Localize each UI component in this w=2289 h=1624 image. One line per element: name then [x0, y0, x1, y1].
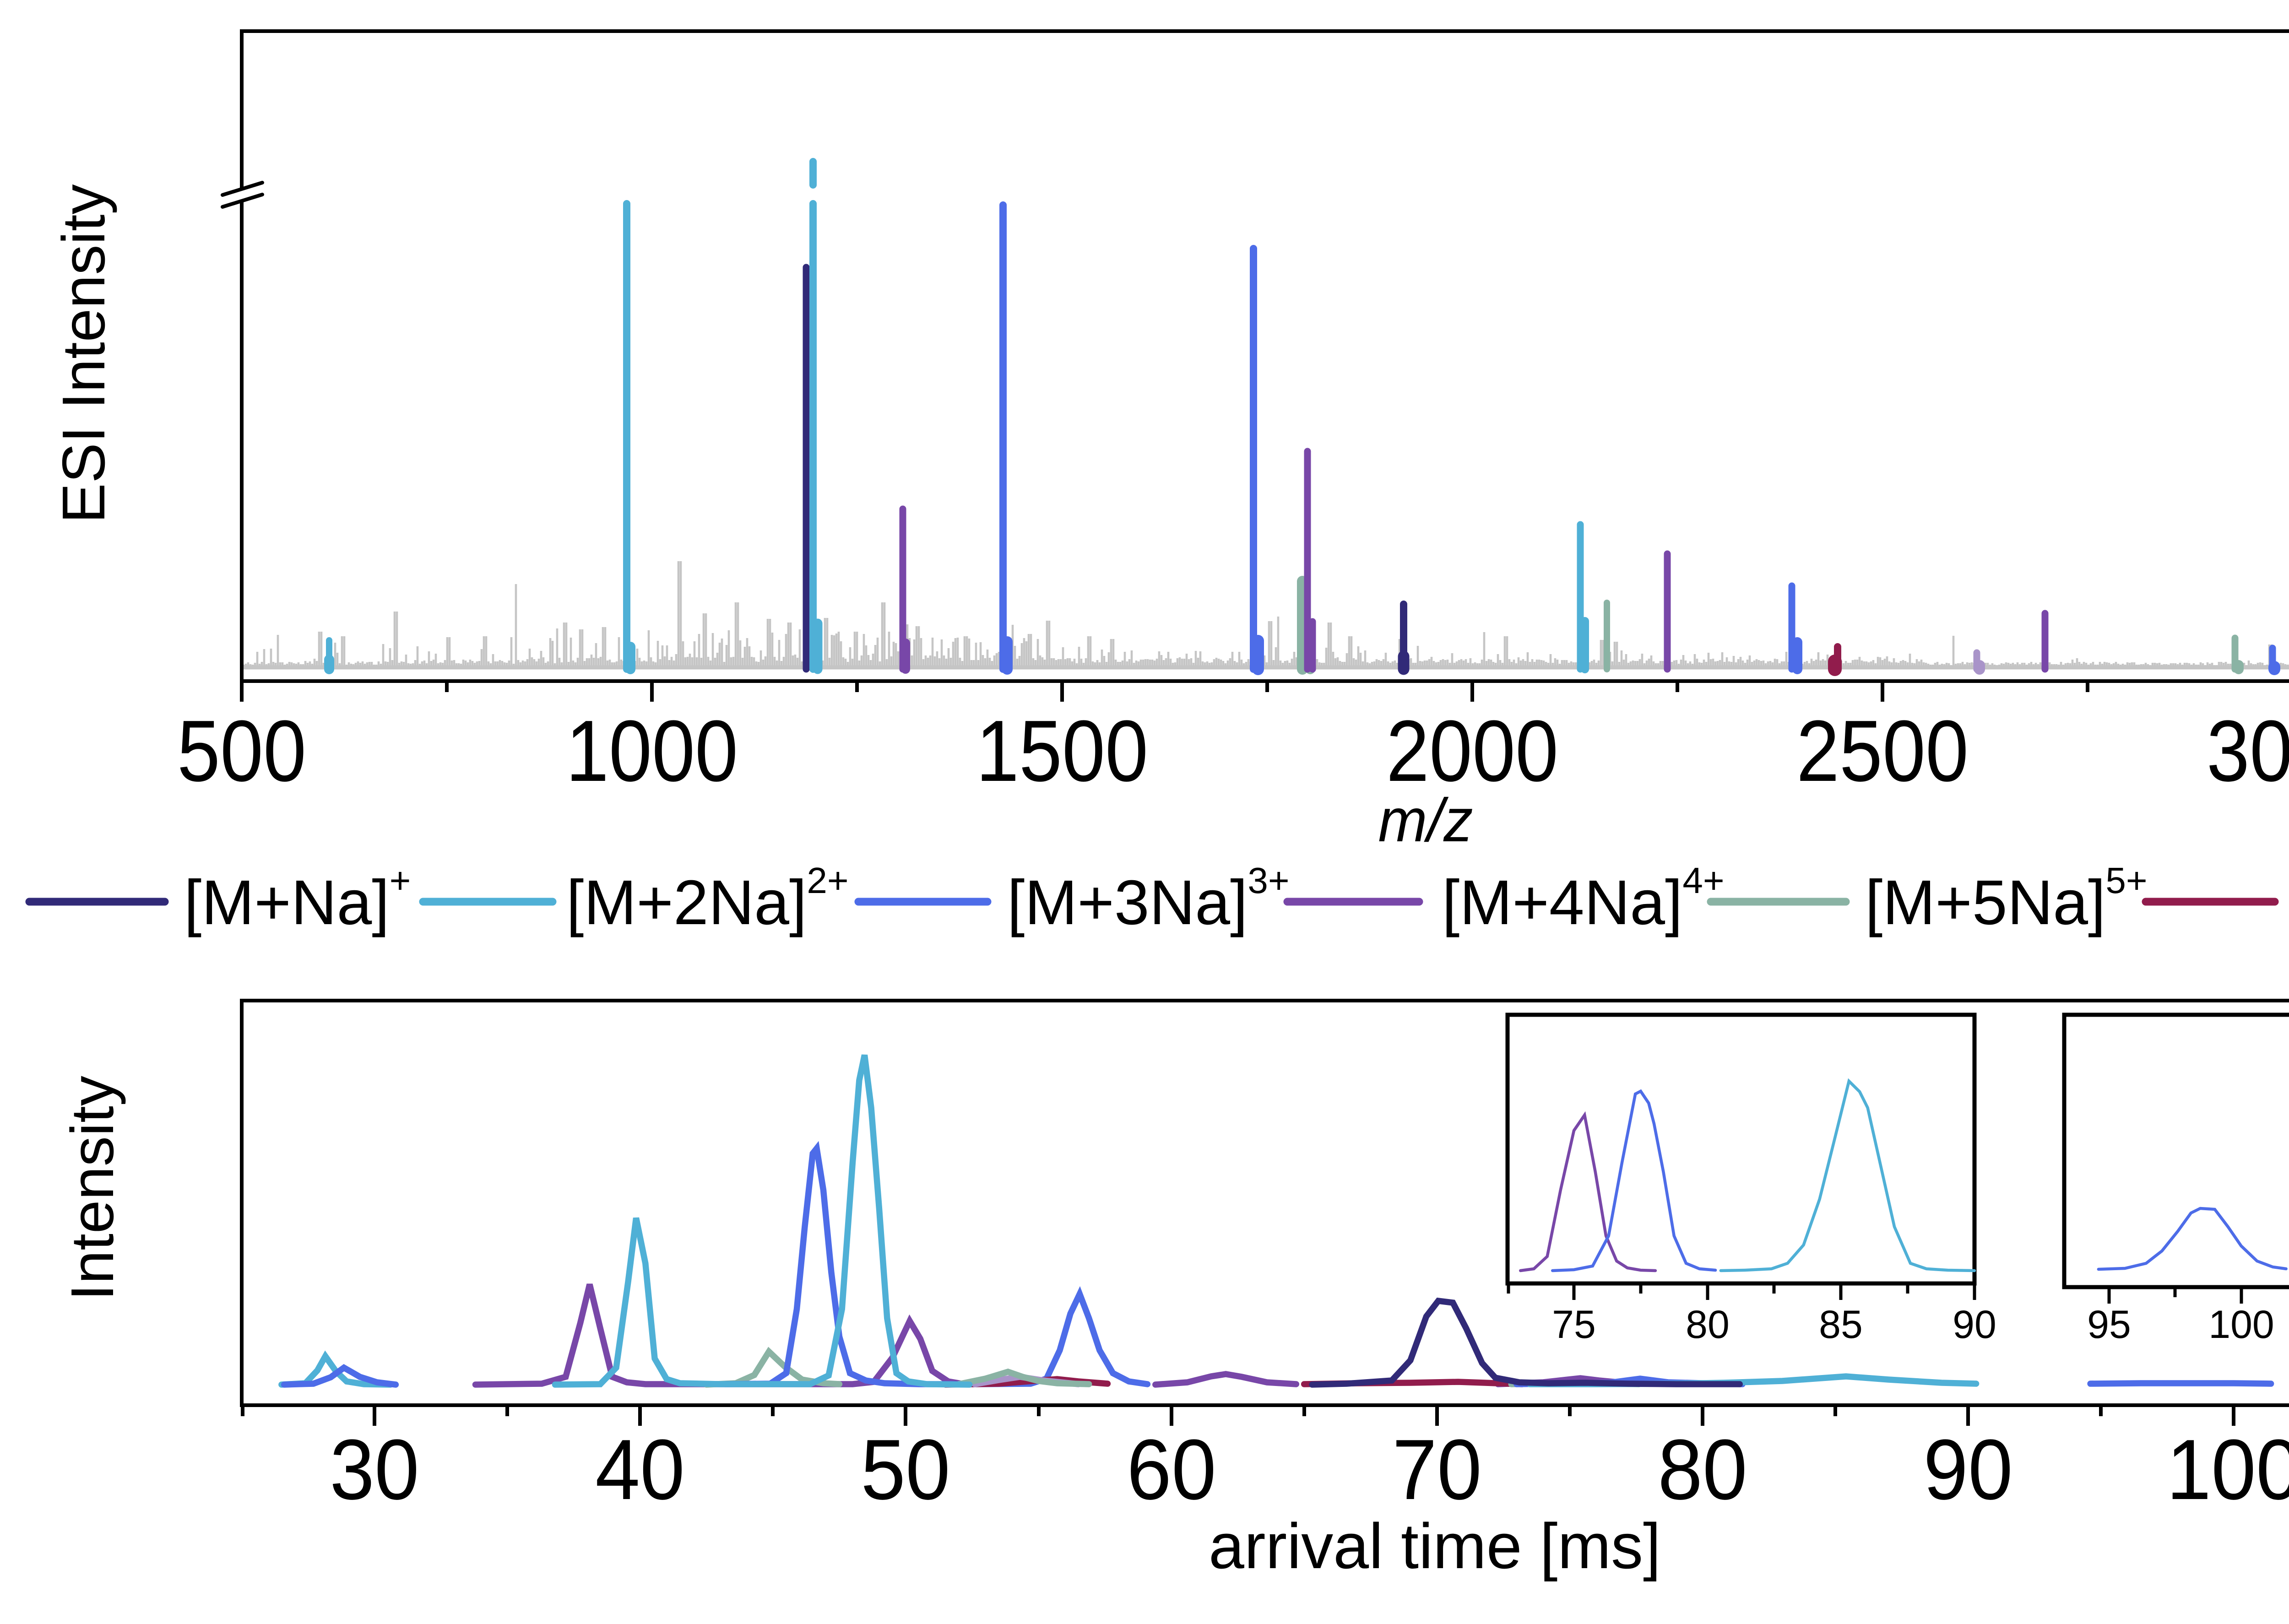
svg-text:80: 80 [1686, 1303, 1730, 1347]
svg-text:90: 90 [1923, 1422, 2013, 1517]
svg-text:1000: 1000 [566, 703, 738, 800]
svg-text:100: 100 [2208, 1303, 2274, 1347]
svg-text:m/z: m/z [1378, 786, 1473, 855]
svg-text:[M+3Na]3+: [M+3Na]3+ [1007, 860, 1290, 938]
svg-text:arrival time [ms]: arrival time [ms] [1209, 1510, 1661, 1582]
svg-text:2500: 2500 [1796, 703, 1969, 800]
svg-text:Intensity: Intensity [59, 1076, 126, 1301]
svg-text:60: 60 [1127, 1422, 1216, 1517]
svg-text:40: 40 [595, 1422, 685, 1517]
svg-text:80: 80 [1658, 1422, 1747, 1517]
svg-text:85: 85 [1819, 1303, 1863, 1347]
svg-text:50: 50 [861, 1422, 950, 1517]
svg-text:[M+4Na]4+: [M+4Na]4+ [1442, 860, 1725, 938]
svg-text:[M+2Na]2+: [M+2Na]2+ [566, 860, 849, 938]
svg-text:100: 100 [2166, 1422, 2289, 1517]
svg-text:3000: 3000 [2207, 703, 2289, 800]
svg-text:[M+5Na]5+: [M+5Na]5+ [1865, 860, 2148, 938]
svg-text:75: 75 [1552, 1303, 1596, 1347]
svg-text:30: 30 [330, 1422, 419, 1517]
svg-text:1500: 1500 [976, 703, 1148, 800]
svg-text:500: 500 [177, 703, 306, 800]
svg-text:ESI Intensity: ESI Intensity [50, 184, 117, 523]
svg-text:90: 90 [1953, 1303, 1996, 1347]
svg-text:70: 70 [1392, 1422, 1482, 1517]
svg-text:2000: 2000 [1386, 703, 1558, 800]
svg-text:95: 95 [2087, 1303, 2131, 1347]
svg-text:[M+Na]+: [M+Na]+ [184, 860, 411, 938]
